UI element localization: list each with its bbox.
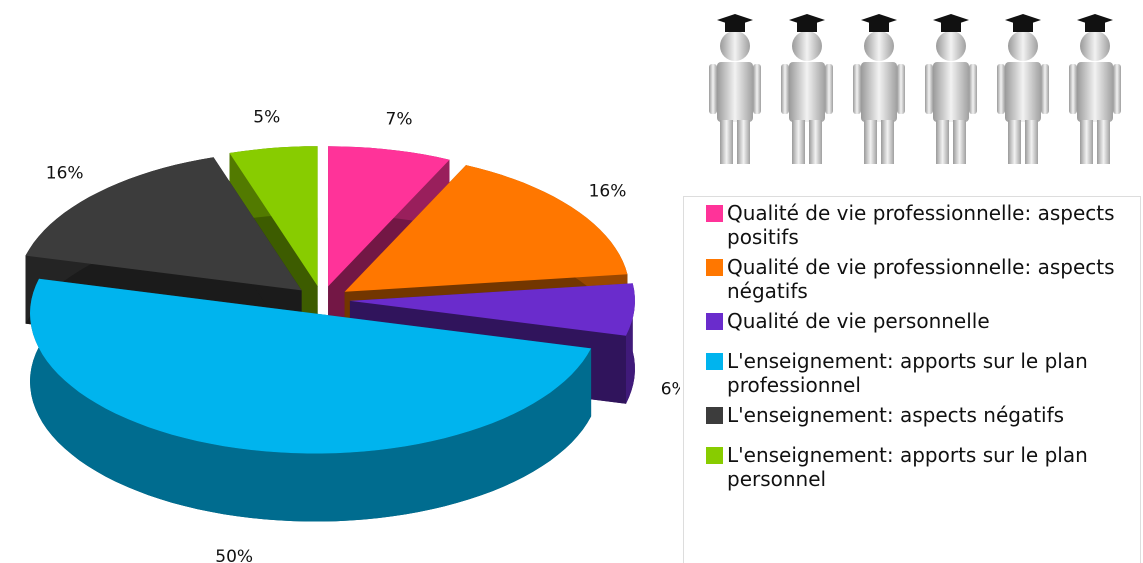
legend-item: Qualité de vie personnelle bbox=[706, 309, 1140, 333]
data-label: 16% bbox=[46, 164, 84, 184]
legend-item: Qualité de vie professionnelle: aspects … bbox=[706, 201, 1140, 249]
legend-label: L'enseignement: apports sur le plan pers… bbox=[727, 443, 1140, 491]
legend-label: Qualité de vie personnelle bbox=[727, 309, 990, 333]
data-label: 6% bbox=[661, 380, 680, 400]
legend-swatch bbox=[706, 313, 723, 330]
data-label: 7% bbox=[386, 110, 413, 130]
data-label: 16% bbox=[589, 181, 627, 201]
chart: 7% 16% 6% 50% 16% 5% bbox=[0, 0, 680, 563]
legend-swatch bbox=[706, 259, 723, 276]
legend-label: L'enseignement: apports sur le plan prof… bbox=[727, 349, 1140, 397]
legend-item: L'enseignement: aspects négatifs bbox=[706, 403, 1140, 427]
legend-swatch bbox=[706, 407, 723, 424]
legend-swatch bbox=[706, 205, 723, 222]
legend-swatch bbox=[706, 447, 723, 464]
data-label: 5% bbox=[253, 108, 280, 128]
legend-item: L'enseignement: apports sur le plan pers… bbox=[706, 443, 1140, 491]
legend: Qualité de vie professionnelle: aspects … bbox=[683, 196, 1141, 563]
legend-label: Qualité de vie professionnelle: aspects … bbox=[727, 201, 1140, 249]
graduates-illustration bbox=[690, 10, 1140, 170]
legend-swatch bbox=[706, 353, 723, 370]
legend-label: Qualité de vie professionnelle: aspects … bbox=[727, 255, 1140, 303]
page: 7% 16% 6% 50% 16% 5% Qualité de vie professio… bbox=[0, 0, 1143, 563]
legend-label: L'enseignement: aspects négatifs bbox=[727, 403, 1064, 427]
legend-item: L'enseignement: apports sur le plan prof… bbox=[706, 349, 1140, 397]
legend-item: Qualité de vie professionnelle: aspects … bbox=[706, 255, 1140, 303]
data-label: 50% bbox=[215, 547, 253, 563]
